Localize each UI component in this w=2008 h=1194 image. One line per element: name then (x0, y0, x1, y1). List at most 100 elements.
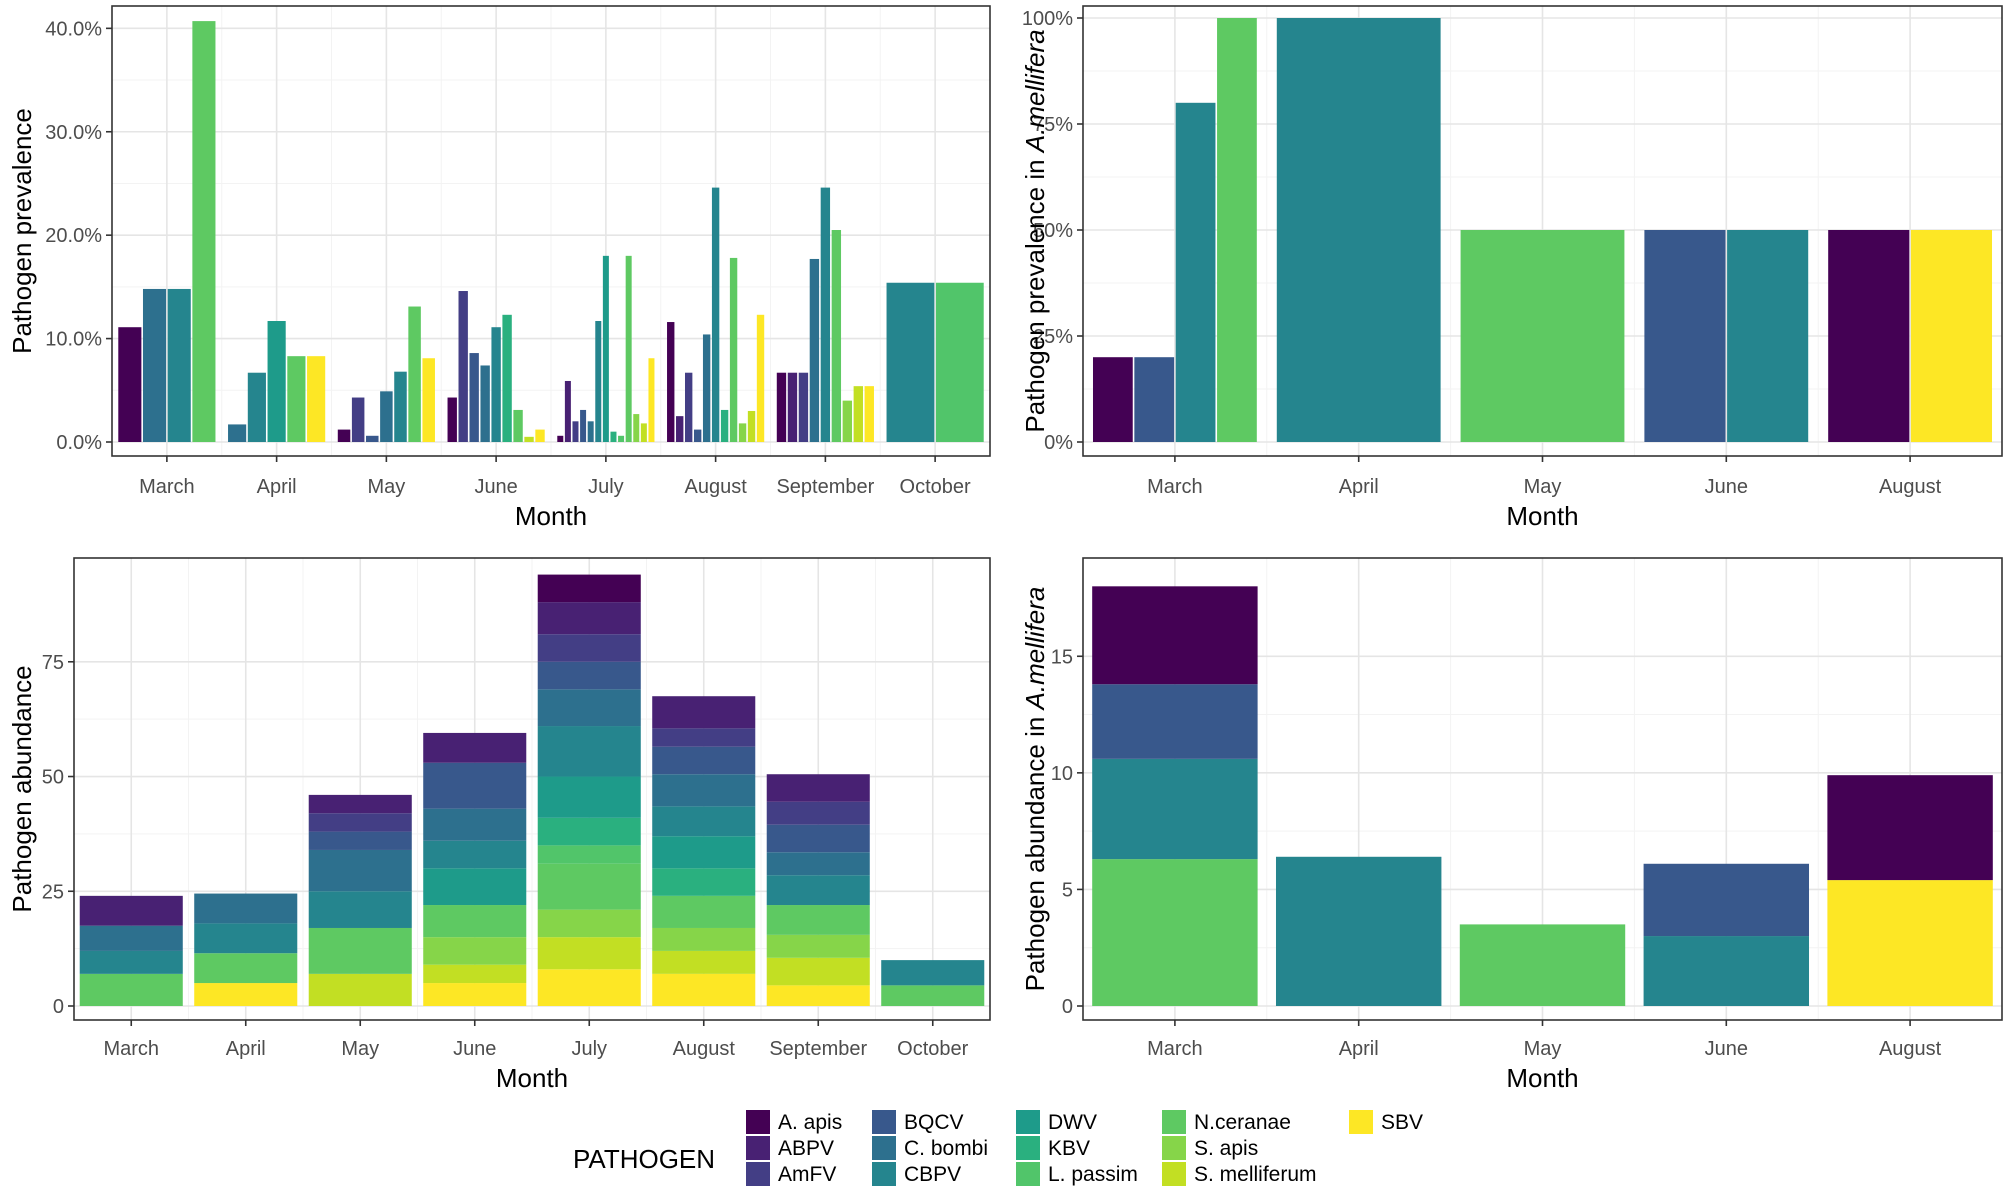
bar-segment-cbpv-march (1092, 758, 1258, 860)
x-tick-label-july: July (588, 476, 624, 498)
y-axis-title-prefix: Pathogen abundance in (1020, 709, 1050, 991)
bar-segment-sbv-april (194, 983, 298, 1006)
bar-c-bombi-march (142, 288, 167, 442)
bar-segment-sbv-july (537, 969, 641, 1006)
bar-segment-amfv-may (308, 813, 412, 832)
bar-segment-n-ceranae-march (79, 973, 183, 1006)
y-tick-label: 0 (1062, 996, 1073, 1018)
x-tick-label-august: August (1879, 476, 1942, 498)
legend-item-cbpv: CBPV (872, 1162, 961, 1186)
bar-a-apis-august (1828, 230, 1910, 442)
legend-label: BQCV (904, 1111, 964, 1134)
bar-a-apis-march (1092, 357, 1133, 442)
bars (118, 21, 984, 442)
bar-n-ceranae-march (192, 21, 216, 442)
bar-segment-c-bombi-march (79, 925, 183, 951)
x-tick-label-may: May (1524, 1038, 1562, 1060)
legend-item-s-melliferum: S. melliferum (1162, 1162, 1317, 1186)
bar-cbpv-july (595, 321, 602, 442)
panel-border (111, 5, 991, 457)
bar-c-bombi-july (587, 421, 594, 442)
bar-segment-cbpv-june (1643, 936, 1810, 1006)
y-tick-label: 75 (42, 652, 64, 674)
x-tick-label-june: June (453, 1038, 496, 1060)
bar-c-bombi-august (702, 334, 711, 442)
bar-segment-abpv-march (79, 895, 183, 926)
bar-segment-cbpv-may (308, 891, 412, 928)
bar-segment-dwv-august (652, 836, 756, 869)
bar-segment-sbv-june (423, 983, 527, 1006)
bar-segment-cbpv-october (881, 960, 985, 986)
bar-segment-abpv-may (308, 794, 412, 814)
bars (1092, 586, 1993, 1006)
x-tick-label-august: August (684, 476, 747, 498)
bar-segment-cbpv-april (1275, 856, 1442, 1006)
legend-swatch (1016, 1110, 1040, 1134)
bar-s-melliferum-july (640, 423, 647, 442)
y-axis-title: Pathogen prevalence (7, 108, 37, 354)
y-tick-label: 0% (1044, 432, 1073, 454)
bar-c-bombi-may (380, 391, 393, 442)
bar-segment-a-apis-august (1827, 775, 1993, 881)
x-axis-title: Month (496, 1063, 568, 1093)
bars (79, 574, 985, 1006)
x-tick-label-september: September (769, 1038, 867, 1060)
x-tick-label-june: June (1705, 476, 1748, 498)
panel-border (73, 557, 991, 1021)
bar-n-ceranae-march (1217, 18, 1257, 442)
bar-cbpv-june (491, 327, 501, 442)
legend-swatch (872, 1136, 896, 1160)
legend-label: S. melliferum (1194, 1163, 1317, 1186)
bar-segment-amfv-august (652, 728, 756, 747)
legend-item-a-apis: A. apis (746, 1110, 842, 1134)
legend-item-bqcv: BQCV (872, 1110, 964, 1134)
bar-segment-n-ceranae-september (766, 905, 870, 935)
bar-segment-bqcv-july (537, 661, 641, 690)
x-tick-label-may: May (1524, 476, 1562, 498)
bar-amfv-september (798, 372, 809, 442)
bar-segment-n-ceranae-may (308, 927, 412, 974)
bar-segment-s-melliferum-august (652, 950, 756, 974)
y-axis-title-species: A.mellifera (1020, 29, 1050, 154)
chart-panel-p3: 0 25 50 75 March April May June July August Septem… (7, 557, 991, 1093)
bar-segment-amfv-july (537, 634, 641, 662)
y-tick-label: 20.0% (45, 225, 102, 247)
bar-n-ceranae-june (513, 409, 523, 442)
y-tick-label: 75% (1033, 114, 1073, 136)
x-tick-label-march: March (1147, 476, 1203, 498)
bar-n-ceranae-july (625, 255, 632, 442)
y-axis-title: Pathogen prevalence in A.mellifera (1020, 29, 1050, 432)
chart-panel-p2: 0% 25% 50% 75% 100% March April May June August Mo… (1020, 5, 2003, 531)
bar-sbv-august (1910, 230, 1993, 442)
legend-label: CBPV (904, 1163, 961, 1186)
bar-amfv-july (572, 421, 579, 442)
bar-segment-n-ceranae-august (652, 895, 756, 928)
bar-amfv-june (458, 291, 468, 442)
x-tick-label-august: August (673, 1038, 736, 1060)
bar-n-ceranae-april (287, 356, 306, 442)
bar-bqcv-may (366, 435, 379, 442)
bar-segment-c-bombi-may (308, 849, 412, 892)
bar-segment-c-bombi-april (194, 893, 298, 924)
y-tick-label: 15 (1051, 646, 1073, 668)
y-tick-label: 0 (53, 996, 64, 1018)
bar-sbv-may (422, 358, 435, 442)
y-axis-title-prefix: Pathogen prevalence in (1020, 152, 1050, 432)
y-tick-label: 25 (42, 881, 64, 903)
bar-s-apis-august (738, 423, 747, 442)
bar-segment-cbpv-september (766, 875, 870, 906)
bar-segment-dwv-june (423, 868, 527, 906)
bar-segment-s-apis-september (766, 934, 870, 958)
legend-label: AmFV (778, 1163, 836, 1186)
bar-sbv-july (648, 358, 655, 442)
x-tick-label-april: April (1339, 476, 1379, 498)
legend-item-dwv: DWV (1016, 1110, 1097, 1134)
y-tick-label: 25% (1033, 326, 1073, 348)
y-tick-label: 30.0% (45, 122, 102, 144)
x-tick-label-march: March (1147, 1038, 1203, 1060)
bar-dwv-april (267, 321, 286, 442)
bar-n-ceranae-august (729, 257, 738, 442)
y-tick-label: 50% (1033, 220, 1073, 242)
bar-amfv-august (684, 372, 693, 442)
bar-segment-n-ceranae-october (881, 985, 985, 1006)
